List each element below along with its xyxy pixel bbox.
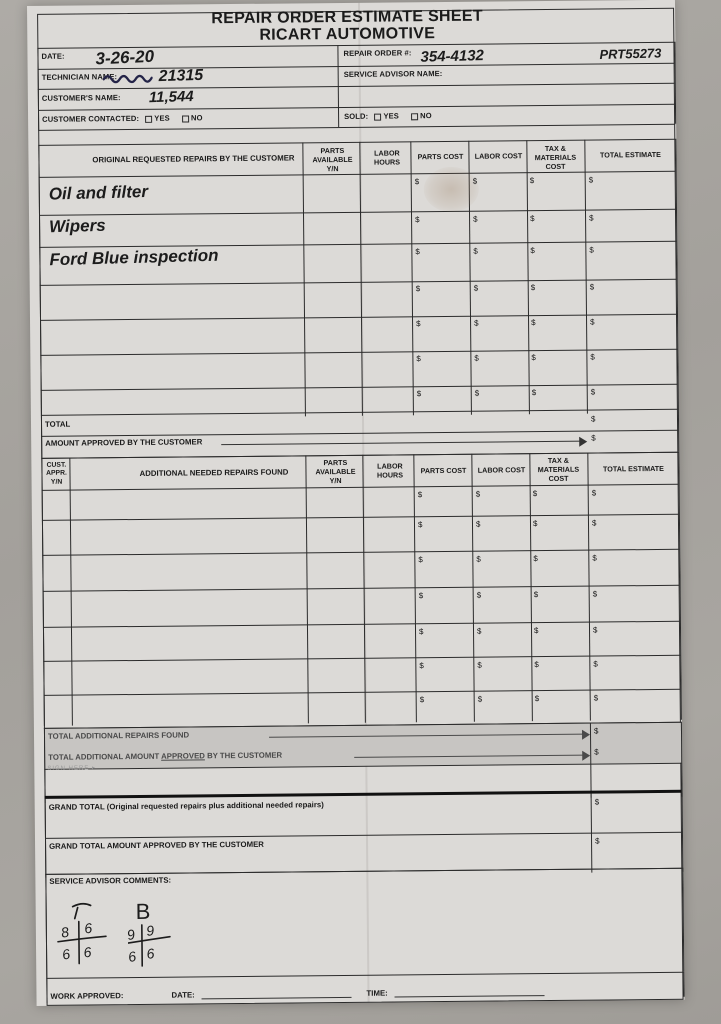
svg-text:6: 6 [128, 948, 138, 965]
svg-text:6: 6 [83, 944, 93, 961]
svg-text:9: 9 [128, 926, 137, 943]
svg-text:9: 9 [145, 922, 155, 939]
svg-text:6: 6 [61, 945, 72, 962]
svg-text:6: 6 [146, 945, 156, 962]
svg-text:8: 8 [60, 923, 71, 940]
svg-text:6: 6 [83, 920, 93, 937]
svg-text:B: B [136, 899, 151, 924]
